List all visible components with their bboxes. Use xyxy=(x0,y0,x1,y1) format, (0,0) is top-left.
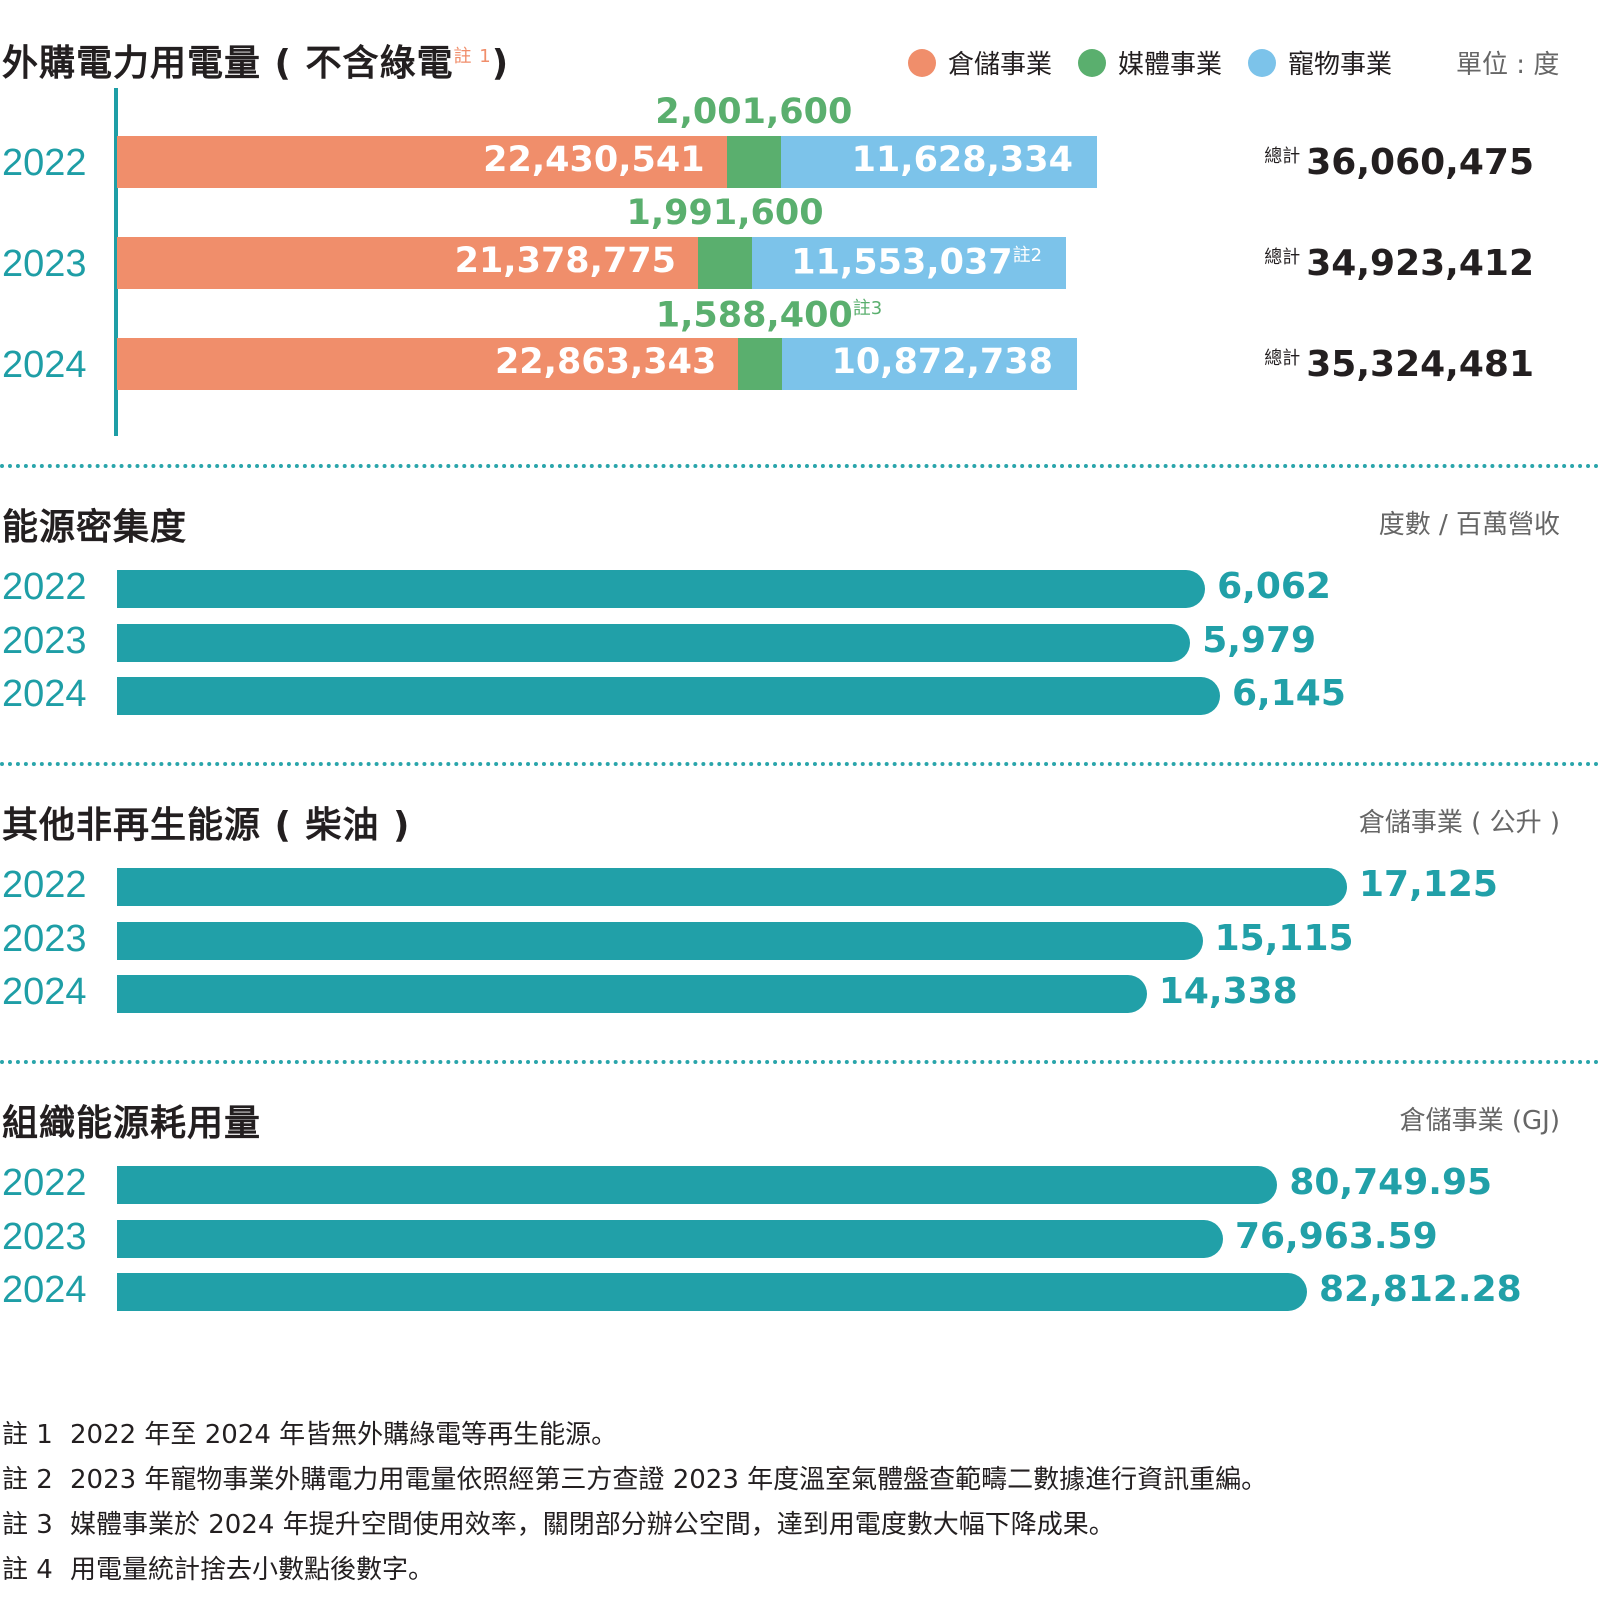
section-divider xyxy=(0,464,1600,468)
total-label: 總計 xyxy=(1264,146,1301,167)
legend: 倉儲事業 媒體事業 寵物事業 單位 : 度 xyxy=(908,44,1559,81)
chart-title-intensity: 能源密集度 xyxy=(2,507,188,548)
bar-segment-warehouse xyxy=(117,237,698,289)
year-label: 2022 xyxy=(2,566,87,608)
bar-segment-pet xyxy=(781,338,1077,390)
bar-segment-media xyxy=(698,237,753,289)
data-label-media: 1,588,400註3 xyxy=(655,295,883,336)
data-label-pet: 10,872,738 xyxy=(831,342,1053,382)
bar xyxy=(117,1166,1278,1204)
data-label: 6,062 xyxy=(1217,566,1331,607)
year-label: 2022 xyxy=(2,1162,87,1204)
unit-label-energy-use: 倉儲事業 (GJ) xyxy=(1399,1106,1560,1136)
data-label-pet: 11,553,037註2 xyxy=(791,242,1043,283)
data-label-media: 1,991,600 xyxy=(626,193,824,233)
year-label: 2022 xyxy=(2,864,87,906)
data-label: 76,963.59 xyxy=(1234,1216,1438,1257)
chart-title-electricity: 外購電力用電量 ( 不含綠電註 1) xyxy=(2,34,509,86)
total-number: 34,923,412 xyxy=(1306,243,1534,284)
bar-segment-pet xyxy=(752,237,1067,289)
bar-segment-warehouse xyxy=(117,136,727,188)
section-divider xyxy=(0,762,1600,766)
legend-label-pet: 寵物事業 xyxy=(1288,50,1393,80)
title-note-ref: 註 1 xyxy=(453,46,492,67)
data-label: 17,125 xyxy=(1359,864,1498,905)
bar xyxy=(117,975,1147,1013)
chart-title-energy-use: 組織能源耗用量 xyxy=(2,1103,262,1144)
data-label-warehouse: 21,378,775 xyxy=(454,241,677,281)
legend-dot-media xyxy=(1078,48,1107,77)
legend-item-pet: 寵物事業 xyxy=(1248,44,1392,81)
data-label: 82,812.28 xyxy=(1319,1269,1522,1310)
year-label: 2024 xyxy=(2,344,87,386)
footnote: 註 4 用電量統計捨去小數點後數字。 xyxy=(2,1549,1267,1594)
data-label-media: 2,001,600 xyxy=(655,92,853,132)
bar-segment-media xyxy=(726,136,781,188)
year-label: 2023 xyxy=(2,918,87,960)
data-label: 80,749.95 xyxy=(1289,1162,1493,1203)
note-ref: 註3 xyxy=(852,298,883,319)
footnote-label: 註 4 xyxy=(2,1555,53,1585)
data-label: 14,338 xyxy=(1158,971,1298,1012)
bar xyxy=(117,922,1203,960)
unit-label-intensity: 度數 / 百萬營收 xyxy=(1378,510,1560,540)
total-value: 總計 35,324,481 xyxy=(1264,344,1534,385)
legend-label-media: 媒體事業 xyxy=(1118,50,1223,80)
note-ref: 註2 xyxy=(1012,245,1043,266)
data-label: 5,979 xyxy=(1202,620,1317,661)
data-label-warehouse: 22,430,541 xyxy=(483,140,705,180)
unit-label-diesel: 倉儲事業 ( 公升 ) xyxy=(1358,808,1560,838)
section-divider xyxy=(0,1060,1600,1064)
bar-segment-media xyxy=(738,338,782,390)
total-label: 總計 xyxy=(1264,348,1301,369)
title-text: 外購電力用電量 ( 不含綠電 xyxy=(2,43,454,84)
footnote-label: 註 2 xyxy=(2,1465,53,1495)
stacked-chart-axis xyxy=(114,88,118,436)
bar xyxy=(117,570,1206,608)
legend-item-media: 媒體事業 xyxy=(1078,44,1222,81)
footnote: 註 3 媒體事業於 2024 年提升空間使用效率，關閉部分辦公空間，達到用電度數大… xyxy=(2,1504,1267,1549)
bar-segment-warehouse xyxy=(117,338,739,390)
year-label: 2024 xyxy=(2,971,87,1013)
footnote-text: 2023 年寵物事業外購電力用電量依照經第三方查證 2023 年度溫室氣體盤查範… xyxy=(70,1465,1268,1495)
footnote-text: 2022 年至 2024 年皆無外購綠電等再生能源。 xyxy=(70,1420,618,1450)
bar xyxy=(117,1273,1307,1311)
data-label: 15,115 xyxy=(1214,918,1354,959)
legend-label-warehouse: 倉儲事業 xyxy=(948,50,1053,80)
year-label: 2023 xyxy=(2,243,87,285)
total-number: 35,324,481 xyxy=(1306,344,1534,385)
footnote-label: 註 1 xyxy=(2,1420,53,1450)
legend-item-warehouse: 倉儲事業 xyxy=(908,44,1052,81)
year-label: 2024 xyxy=(2,1269,87,1311)
footnote-text: 媒體事業於 2024 年提升空間使用效率，關閉部分辦公空間，達到用電度數大幅下降… xyxy=(70,1510,1115,1540)
title-close: ) xyxy=(491,43,510,84)
bar xyxy=(117,1220,1223,1258)
total-number: 36,060,475 xyxy=(1306,142,1534,183)
bar xyxy=(117,677,1220,715)
year-label: 2023 xyxy=(2,1216,87,1258)
footnotes: 註 1 2022 年至 2024 年皆無外購綠電等再生能源。 註 2 2023 年寵… xyxy=(2,1414,1267,1594)
total-value: 總計 36,060,475 xyxy=(1264,142,1534,183)
year-label: 2023 xyxy=(2,620,87,662)
footnote: 註 1 2022 年至 2024 年皆無外購綠電等再生能源。 xyxy=(2,1414,1267,1459)
year-label: 2022 xyxy=(2,142,87,184)
data-label-warehouse: 22,863,343 xyxy=(494,342,717,382)
footnote-label: 註 3 xyxy=(2,1510,53,1540)
total-value: 總計 34,923,412 xyxy=(1264,243,1534,284)
bar xyxy=(117,624,1191,662)
unit-label-electricity: 單位 : 度 xyxy=(1456,50,1560,80)
footnote-text: 用電量統計捨去小數點後數字。 xyxy=(70,1555,435,1585)
data-label-pet: 11,628,334 xyxy=(851,140,1073,180)
footnote: 註 2 2023 年寵物事業外購電力用電量依照經第三方查證 2023 年度溫室氣體… xyxy=(2,1459,1267,1504)
bar-segment-pet xyxy=(780,136,1097,188)
year-label: 2024 xyxy=(2,673,87,715)
data-label: 6,145 xyxy=(1232,673,1346,714)
bar xyxy=(117,868,1347,906)
total-label: 總計 xyxy=(1264,247,1301,268)
chart-title-diesel: 其他非再生能源 ( 柴油 ) xyxy=(2,805,411,846)
legend-dot-warehouse xyxy=(908,48,936,77)
legend-dot-pet xyxy=(1248,48,1277,77)
